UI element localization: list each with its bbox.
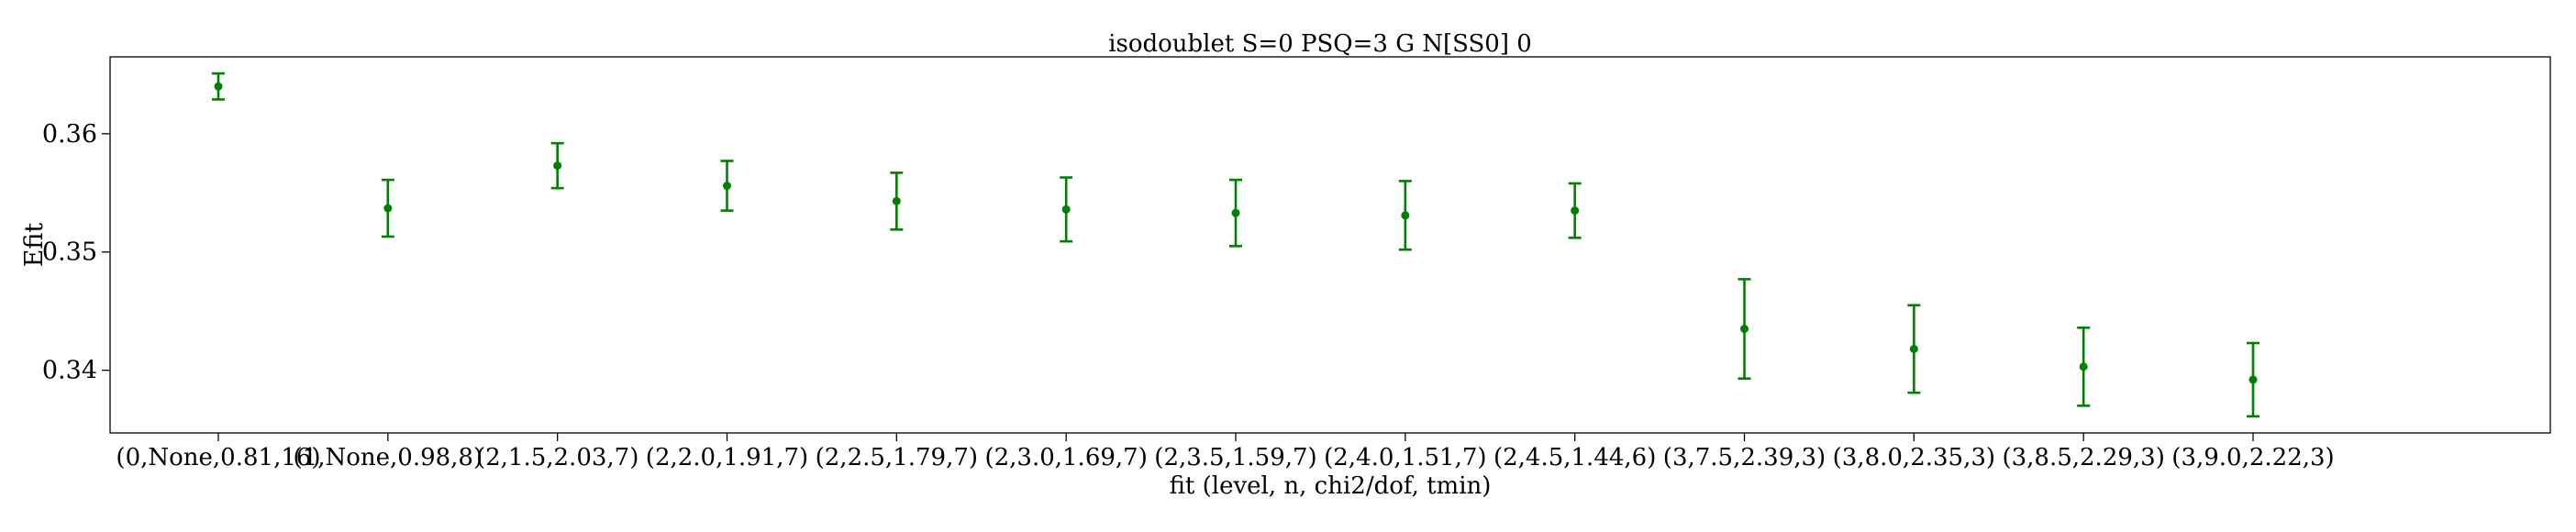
data-point-group [1907, 304, 1921, 394]
x-tick-label: (2,3.0,1.69,7) [984, 444, 1147, 471]
x-tick-label: (2,1.5,2.03,7) [476, 444, 638, 471]
x-axis-label: fit (level, n, chi2/dof, tmin) [1170, 472, 1492, 500]
data-point-group [2247, 341, 2260, 418]
data-point [2079, 362, 2088, 371]
data-point [383, 204, 393, 213]
plot-frame [109, 56, 2551, 434]
data-point-group [1738, 278, 1751, 380]
data-point-group [550, 141, 564, 190]
data-point [1231, 208, 1240, 217]
y-tick-label: 0.36 [42, 120, 97, 149]
data-point [892, 196, 901, 205]
data-point-group [1568, 182, 1582, 239]
data-point [553, 161, 562, 171]
x-tick-label: (3,8.5,2.29,3) [2002, 444, 2164, 471]
data-point-group [212, 72, 225, 101]
data-point [1909, 344, 1918, 353]
data-point-group [381, 178, 394, 238]
y-axis-ticks: 0.34 0.35 0.36 [42, 120, 110, 385]
x-tick-label: (2,4.5,1.44,6) [1493, 444, 1656, 471]
data-point-group [1229, 178, 1242, 248]
data-point [1061, 205, 1071, 214]
data-point [1401, 211, 1410, 220]
data-point [1740, 325, 1749, 334]
x-tick-label: (2,4.0,1.51,7) [1324, 444, 1486, 471]
chart-title: isodoublet S=0 PSQ=3 G N[SS0] 0 [1108, 30, 1532, 58]
x-tick-label: (2,2.0,1.91,7) [646, 444, 808, 471]
x-tick-label: (3,8.0,2.35,3) [1833, 444, 1995, 471]
data-series [212, 72, 2260, 418]
data-point [214, 82, 223, 91]
data-point [2248, 375, 2258, 384]
x-axis-ticks: (0,None,0.81,16)(1,None,0.98,8)(2,1.5,2.… [116, 433, 2335, 471]
data-point-group [1398, 180, 1412, 251]
y-axis-label: Efit [20, 223, 49, 268]
data-point-group [890, 172, 904, 231]
data-point-group [1060, 176, 1073, 243]
data-point [1571, 206, 1580, 216]
x-tick-label: (3,7.5,2.39,3) [1663, 444, 1826, 471]
data-point-group [720, 160, 734, 212]
y-tick-label: 0.34 [42, 357, 97, 385]
x-tick-label: (0,None,0.81,16) [116, 444, 320, 471]
x-tick-label: (2,3.5,1.59,7) [1154, 444, 1316, 471]
x-tick-label: (3,9.0,2.22,3) [2171, 444, 2334, 471]
data-point-group [2077, 326, 2091, 407]
x-tick-label: (2,2.5,1.79,7) [816, 444, 978, 471]
data-point [723, 182, 731, 191]
y-tick-label: 0.35 [42, 238, 97, 267]
x-tick-label: (1,None,0.98,8) [294, 444, 483, 471]
